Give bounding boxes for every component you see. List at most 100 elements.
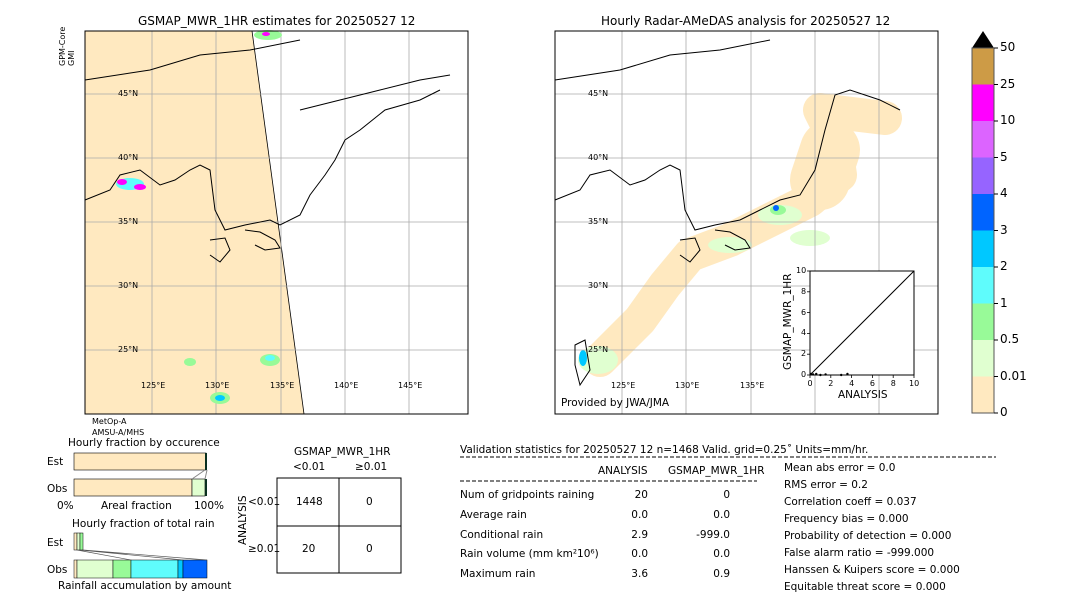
obs-bar-light: [191, 478, 206, 497]
contingency-title: GSMAP_MWR_1HR: [294, 446, 391, 458]
est-bar-dry: [73, 452, 207, 471]
cell-miss: 20: [302, 543, 316, 555]
cell-hit-none: 1448: [296, 496, 323, 508]
coastline: [554, 39, 901, 387]
lat-tick-label: 30°N: [118, 281, 139, 290]
lat-tick-label: 35°N: [118, 217, 139, 226]
scatter-ytick-label: 4: [801, 328, 807, 338]
stats-analysis-value: 0.0: [631, 509, 648, 521]
colorbar-segment: [972, 84, 994, 121]
scatter-point: [815, 372, 818, 376]
occ-obs-label: Obs: [47, 483, 68, 495]
scatter-xtick-label: 4: [849, 379, 855, 388]
cell-false-alarm: 0: [366, 496, 373, 508]
rain-est-label: Est: [47, 537, 64, 549]
contingency-row-1: ≥0.01: [248, 543, 281, 555]
scatter-point: [846, 372, 849, 376]
rain-xlabel: Rainfall accumulation by amount: [58, 580, 232, 592]
occ-xtick-left: 0%: [57, 500, 74, 512]
scatter-xtick-label: 2: [828, 379, 834, 388]
colorbar-label: 50: [1000, 40, 1016, 54]
stats-row-label: Conditional rain: [460, 529, 544, 541]
contingency-col-0: <0.01: [293, 461, 326, 473]
lat-tick-label: 40°N: [118, 153, 139, 162]
sensor-top-1: GPM-Core: [58, 26, 67, 66]
scatter-ytick-label: 10: [796, 266, 807, 275]
stats-row-label: Maximum rain: [460, 568, 536, 580]
stats-analysis-value: 2.9: [631, 529, 648, 541]
stats-header-analysis: ANALYSIS: [598, 465, 648, 477]
score-line: False alarm ratio = -999.000: [784, 547, 935, 559]
sensor-bottom-2: AMSU-A/MHS: [92, 428, 145, 437]
lon-tick-label: 145°E: [398, 381, 423, 390]
lon-tick-label: 125°E: [141, 381, 166, 390]
score-line: Mean abs error = 0.0: [784, 462, 896, 474]
occurrence-bars: [73, 452, 208, 497]
coastline: [84, 39, 451, 263]
rain-obs-label: Obs: [47, 564, 68, 576]
rain-cells: [578, 205, 830, 374]
occ-xtick-right: 100%: [194, 500, 225, 512]
scatter-xtick-label: 0: [807, 379, 813, 388]
map2-title: Hourly Radar-AMeDAS analysis for 2025052…: [601, 14, 891, 28]
scatter-point: [811, 373, 815, 376]
stats-analysis-value: 3.6: [631, 568, 648, 580]
map1-title: GSMAP_MWR_1HR estimates for 20250527 12: [138, 14, 416, 28]
colorbar-segment: [972, 230, 994, 267]
lon-tick-label: 130°E: [205, 381, 230, 390]
scatter-point: [819, 373, 822, 377]
colorbar: [971, 31, 998, 414]
colorbar-segment: [972, 121, 994, 158]
score-line: Hanssen & Kuipers score = 0.000: [784, 564, 960, 576]
colorbar-label: 0: [1000, 405, 1008, 419]
lon-tick-label: 140°E: [334, 381, 359, 390]
scatter-inset: [807, 270, 915, 378]
colorbar-label: 5: [1000, 149, 1008, 164]
cell-hit: 0: [366, 543, 373, 555]
contingency-col-1: ≥0.01: [355, 461, 388, 473]
lon-tick-label: 130°E: [675, 381, 700, 390]
scatter-ylabel: GSMAP_MWR_1HR: [782, 273, 794, 370]
rain-amount-bars: [73, 532, 208, 579]
lat-tick-label: 40°N: [588, 153, 609, 162]
lon-tick-label: 135°E: [270, 381, 295, 390]
stats-header-gsmap: GSMAP_MWR_1HR: [668, 465, 765, 477]
lon-tick-label: 135°E: [740, 381, 765, 390]
scatter-ytick-label: 6: [801, 307, 807, 317]
score-line: Correlation coeff = 0.037: [784, 496, 917, 508]
score-line: Equitable threat score = 0.000: [784, 581, 946, 593]
lat-tick-label: 25°N: [118, 345, 139, 354]
scatter-xlabel: ANALYSIS: [838, 389, 888, 401]
lat-tick-label: 35°N: [588, 217, 609, 226]
scatter-xtick-label: 8: [890, 379, 896, 388]
lat-tick-label: 45°N: [588, 89, 609, 98]
score-line: Probability of detection = 0.000: [784, 530, 952, 542]
contingency-row-0: <0.01: [248, 496, 281, 508]
stats-title: Validation statistics for 20250527 12 n=…: [460, 444, 869, 456]
lat-tick-label: 45°N: [118, 89, 139, 98]
colorbar-label: 4: [1000, 186, 1008, 200]
stats-row-label: Rain volume (mm km²10⁶): [460, 548, 599, 560]
rain-fraction-title: Hourly fraction of total rain: [72, 518, 215, 530]
stats-analysis-value: 20: [634, 489, 648, 501]
lat-tick-label: 30°N: [588, 281, 609, 290]
occurrence-title: Hourly fraction by occurence: [68, 437, 220, 449]
stats-row-label: Average rain: [460, 509, 527, 521]
colorbar-segment: [972, 340, 994, 377]
diagonal-line: [809, 270, 915, 376]
colorbar-label: 2: [1000, 259, 1008, 273]
colorbar-label: 25: [1000, 76, 1016, 91]
sensor-bottom-1: MetOp-A: [92, 417, 127, 426]
stats-row-label: Num of gridpoints raining: [460, 489, 595, 501]
stats-gsmap-value: 0.9: [713, 568, 730, 580]
colorbar-segment: [972, 48, 994, 85]
scatter-ytick-label: 8: [801, 286, 807, 296]
stats-gsmap-value: 0.0: [713, 509, 730, 521]
colorbar-segment: [972, 194, 994, 231]
stats-analysis-value: 0.0: [631, 548, 648, 560]
scatter-point: [824, 373, 827, 376]
score-line: RMS error = 0.2: [784, 479, 868, 491]
colorbar-label: 3: [1000, 222, 1008, 237]
contingency-grid: [276, 477, 402, 574]
